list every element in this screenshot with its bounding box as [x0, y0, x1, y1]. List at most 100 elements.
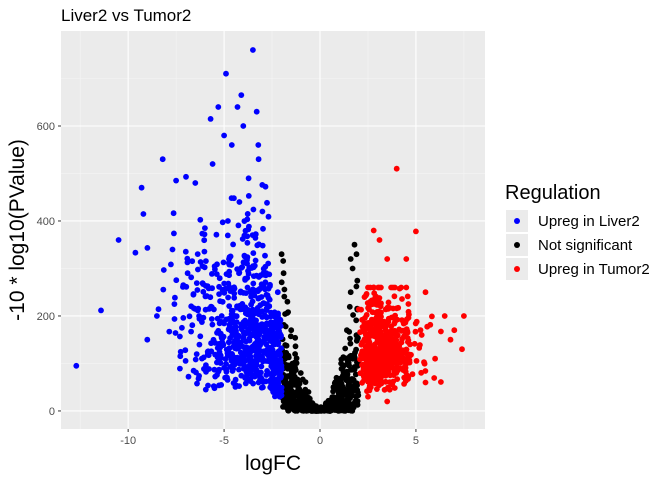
legend-marker	[514, 242, 520, 248]
data-point	[357, 329, 363, 336]
data-point	[213, 271, 220, 277]
data-point	[255, 311, 262, 318]
data-point	[224, 232, 231, 239]
data-point	[244, 372, 250, 378]
data-point	[409, 371, 416, 378]
data-point	[194, 287, 201, 293]
data-point	[194, 251, 201, 257]
data-point	[203, 293, 210, 299]
data-point	[265, 213, 272, 220]
data-point	[380, 372, 387, 379]
data-point	[227, 253, 234, 260]
legend-label: Upreg in Liver2	[538, 213, 640, 230]
data-point	[381, 358, 387, 365]
data-point	[349, 407, 356, 414]
data-point	[258, 363, 265, 370]
data-point	[250, 273, 257, 279]
data-point	[391, 385, 398, 391]
x-tick-label: 0	[317, 435, 323, 447]
data-point	[377, 328, 384, 335]
data-point	[180, 284, 186, 290]
data-point	[245, 175, 252, 182]
data-point	[251, 373, 258, 380]
data-point	[385, 306, 391, 312]
data-point	[393, 341, 400, 348]
data-point	[232, 324, 239, 330]
data-point	[398, 284, 405, 291]
data-point	[177, 333, 183, 340]
data-point	[402, 358, 409, 365]
data-point	[171, 301, 178, 307]
data-point	[253, 323, 260, 330]
y-tick-label: 0	[49, 406, 55, 418]
data-point	[305, 405, 312, 412]
data-point	[438, 328, 444, 335]
data-point	[201, 248, 208, 255]
data-point	[374, 386, 380, 392]
data-point	[358, 341, 365, 348]
data-point	[269, 350, 276, 357]
data-point	[237, 289, 244, 296]
data-point	[365, 336, 372, 343]
data-point	[242, 366, 249, 373]
data-point	[341, 390, 348, 397]
data-point	[228, 262, 235, 268]
data-point	[225, 294, 232, 301]
data-point	[263, 305, 270, 312]
data-point	[357, 356, 363, 363]
data-point	[249, 298, 256, 305]
data-point	[243, 344, 250, 351]
data-point	[392, 312, 398, 319]
data-point	[260, 300, 267, 307]
data-point	[373, 315, 380, 321]
data-point	[280, 403, 286, 410]
data-point	[418, 369, 425, 376]
data-point	[195, 375, 202, 382]
data-point	[262, 252, 268, 259]
data-point	[238, 92, 245, 98]
data-point	[342, 373, 348, 380]
data-point	[385, 299, 392, 306]
data-point	[98, 307, 104, 314]
data-point	[244, 211, 251, 217]
data-point	[208, 303, 215, 310]
data-point	[364, 324, 371, 330]
data-point	[197, 216, 204, 223]
data-point	[289, 390, 295, 396]
data-point	[413, 228, 419, 235]
data-point	[242, 227, 249, 234]
data-point	[223, 361, 230, 367]
data-point	[230, 366, 237, 372]
data-point	[248, 293, 255, 300]
data-point	[216, 291, 223, 297]
data-point	[216, 366, 223, 373]
data-point	[374, 309, 380, 315]
data-point	[272, 319, 279, 325]
data-point	[369, 309, 376, 316]
data-point	[386, 358, 393, 365]
data-point	[412, 328, 419, 335]
data-point	[212, 266, 218, 273]
data-point	[263, 378, 269, 385]
data-point	[255, 330, 262, 337]
data-point	[177, 365, 183, 372]
data-point	[236, 199, 243, 205]
data-point	[215, 104, 222, 110]
data-point	[300, 407, 307, 414]
data-point	[375, 319, 382, 326]
data-point	[189, 258, 196, 265]
data-point	[349, 265, 356, 272]
data-point	[216, 349, 223, 355]
data-point	[393, 317, 399, 324]
data-point	[217, 360, 224, 366]
data-point	[399, 296, 405, 302]
data-point	[239, 264, 246, 270]
data-point	[252, 231, 259, 238]
data-point	[201, 237, 208, 244]
data-point	[171, 316, 178, 322]
data-point	[228, 195, 235, 202]
data-point	[253, 287, 260, 294]
data-point	[225, 218, 231, 224]
data-point	[401, 347, 407, 354]
data-point	[273, 336, 279, 343]
